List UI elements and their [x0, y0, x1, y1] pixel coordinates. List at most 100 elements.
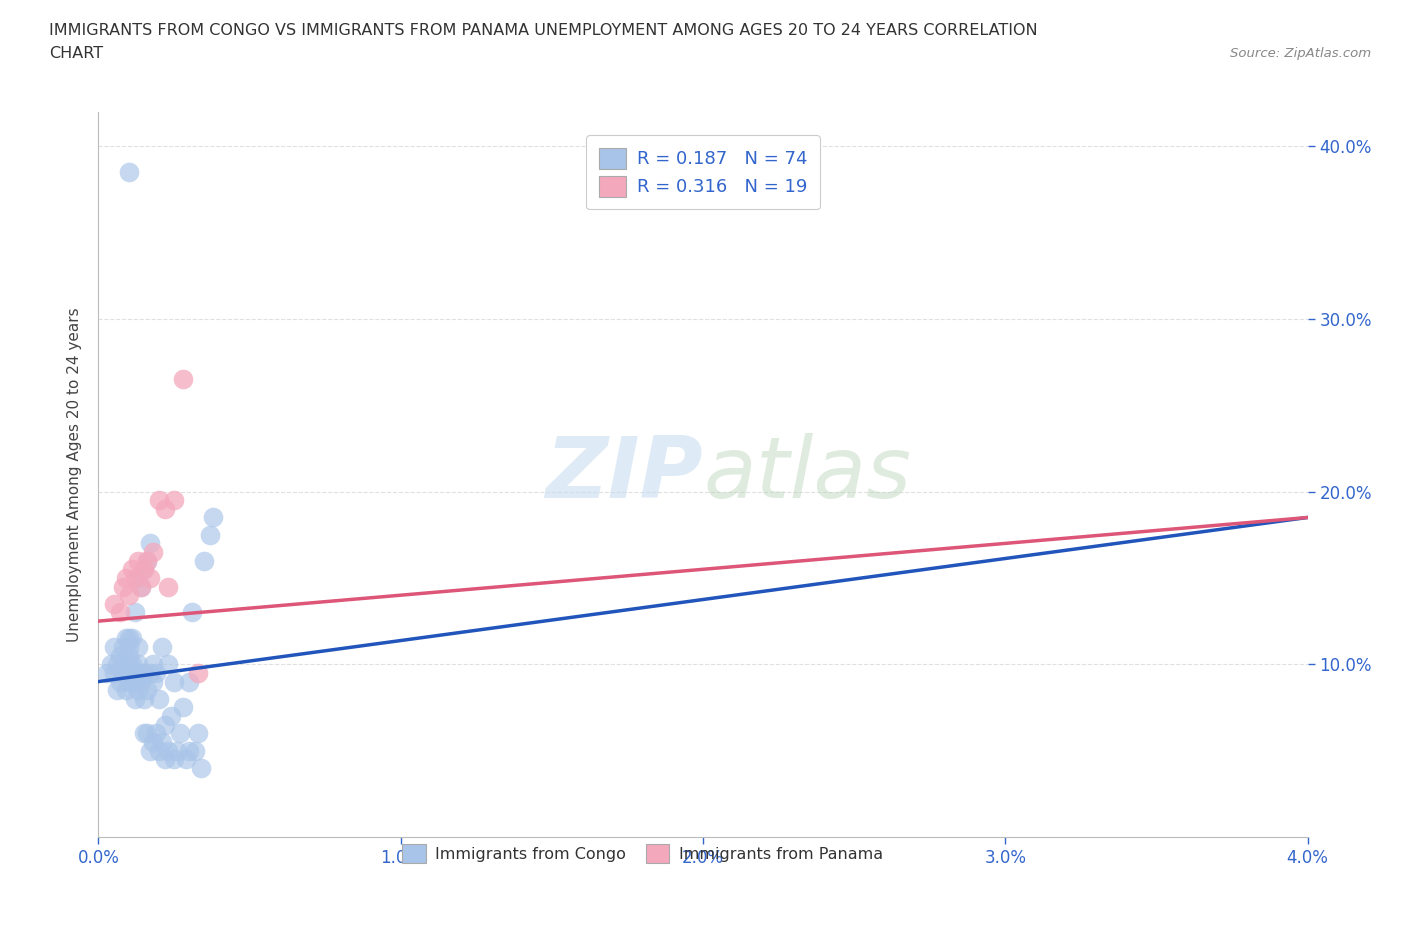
Point — [187, 666, 209, 681]
Point — [139, 536, 162, 551]
Point — [127, 553, 149, 568]
Point — [150, 640, 173, 655]
Point — [179, 743, 201, 758]
Point — [193, 553, 215, 568]
Point — [118, 657, 141, 671]
Point — [166, 743, 188, 758]
Point — [121, 674, 143, 689]
Point — [100, 657, 122, 671]
Point — [103, 596, 125, 611]
Point — [184, 743, 207, 758]
Point — [111, 640, 134, 655]
Point — [103, 640, 125, 655]
Point — [108, 605, 131, 620]
Point — [163, 674, 186, 689]
Text: CHART: CHART — [49, 46, 103, 61]
Point — [118, 640, 141, 655]
Point — [135, 683, 157, 698]
Point — [135, 726, 157, 741]
Point — [142, 674, 165, 689]
Point — [121, 562, 143, 577]
Point — [179, 674, 201, 689]
Point — [129, 666, 152, 681]
Point — [118, 588, 141, 603]
Point — [129, 579, 152, 594]
Point — [145, 726, 167, 741]
Point — [132, 562, 155, 577]
Point — [127, 683, 149, 698]
Point — [114, 570, 136, 585]
Point — [153, 501, 176, 516]
Text: ZIP: ZIP — [546, 432, 703, 516]
Point — [118, 631, 141, 645]
Point — [124, 666, 146, 681]
Point — [145, 666, 167, 681]
Point — [114, 683, 136, 698]
Point — [169, 726, 191, 741]
Point — [181, 605, 204, 620]
Point — [111, 657, 134, 671]
Point — [129, 674, 152, 689]
Point — [124, 570, 146, 585]
Point — [118, 666, 141, 681]
Point — [127, 640, 149, 655]
Text: atlas: atlas — [703, 432, 911, 516]
Point — [108, 648, 131, 663]
Point — [148, 493, 170, 508]
Point — [108, 674, 131, 689]
Point — [174, 751, 197, 766]
Point — [172, 700, 194, 715]
Point — [142, 735, 165, 750]
Point — [142, 545, 165, 560]
Point — [153, 717, 176, 732]
Point — [190, 761, 212, 776]
Point — [160, 709, 183, 724]
Point — [153, 751, 176, 766]
Point — [124, 691, 146, 706]
Point — [163, 493, 186, 508]
Point — [118, 165, 141, 179]
Point — [118, 674, 141, 689]
Point — [156, 743, 179, 758]
Point — [156, 579, 179, 594]
Point — [114, 666, 136, 681]
Point — [187, 726, 209, 741]
Point — [129, 579, 152, 594]
Point — [148, 691, 170, 706]
Point — [96, 666, 118, 681]
Point — [124, 605, 146, 620]
Point — [121, 657, 143, 671]
Point — [135, 553, 157, 568]
Point — [148, 743, 170, 758]
Point — [121, 631, 143, 645]
Point — [135, 553, 157, 568]
Point — [150, 735, 173, 750]
Point — [105, 683, 128, 698]
Point — [127, 657, 149, 671]
Point — [103, 666, 125, 681]
Y-axis label: Unemployment Among Ages 20 to 24 years: Unemployment Among Ages 20 to 24 years — [66, 307, 82, 642]
Point — [156, 657, 179, 671]
Point — [202, 510, 225, 525]
Point — [200, 527, 222, 542]
Point — [132, 726, 155, 741]
Point — [114, 631, 136, 645]
Point — [139, 743, 162, 758]
Point — [111, 666, 134, 681]
Point — [163, 751, 186, 766]
Legend: Immigrants from Congo, Immigrants from Panama: Immigrants from Congo, Immigrants from P… — [395, 838, 890, 869]
Point — [118, 648, 141, 663]
Point — [132, 691, 155, 706]
Point — [139, 666, 162, 681]
Text: IMMIGRANTS FROM CONGO VS IMMIGRANTS FROM PANAMA UNEMPLOYMENT AMONG AGES 20 TO 24: IMMIGRANTS FROM CONGO VS IMMIGRANTS FROM… — [49, 23, 1038, 38]
Point — [105, 657, 128, 671]
Point — [127, 570, 149, 585]
Point — [142, 657, 165, 671]
Point — [132, 562, 155, 577]
Point — [139, 570, 162, 585]
Point — [172, 372, 194, 387]
Point — [111, 579, 134, 594]
Point — [124, 674, 146, 689]
Text: Source: ZipAtlas.com: Source: ZipAtlas.com — [1230, 46, 1371, 60]
Point — [132, 666, 155, 681]
